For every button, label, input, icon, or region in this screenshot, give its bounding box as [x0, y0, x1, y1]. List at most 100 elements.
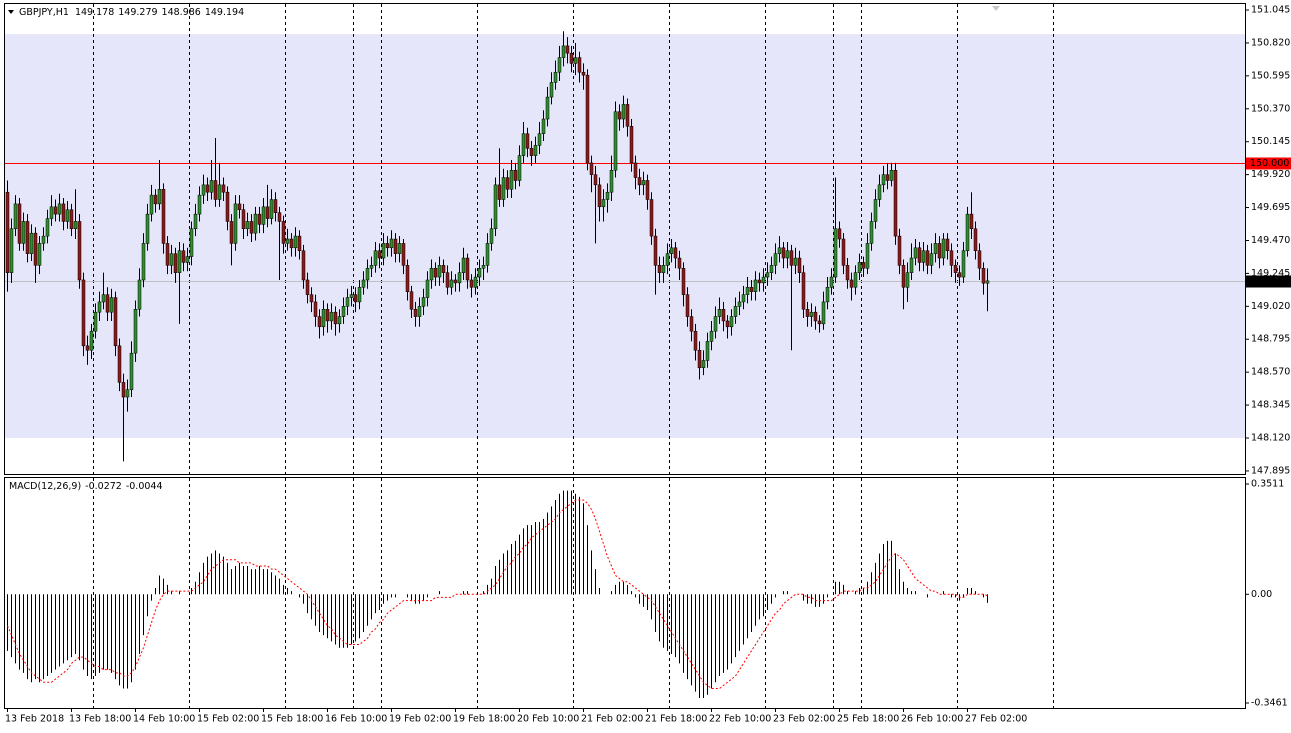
candle-body	[285, 238, 290, 244]
candle-body	[401, 243, 406, 266]
candle-body	[353, 294, 358, 303]
candle-body	[473, 276, 478, 288]
candle-body	[553, 71, 558, 83]
macd-last-main: -0.0272	[85, 481, 122, 492]
candle-body	[669, 247, 674, 254]
candle-body	[745, 287, 750, 295]
candle-body	[137, 279, 142, 310]
candle-body	[637, 177, 642, 186]
x-tick-label: 16 Feb 10:00	[325, 714, 387, 725]
candle-body	[625, 104, 630, 127]
candle-body	[33, 232, 38, 266]
menu-arrow	[8, 10, 14, 14]
candle-body	[621, 104, 626, 120]
candle-body	[761, 276, 766, 284]
candle-body	[21, 221, 26, 244]
candle-body	[689, 316, 694, 332]
candle-body	[557, 57, 562, 73]
candle-body	[797, 257, 802, 273]
candle-body	[585, 74, 590, 164]
candle-body	[945, 238, 950, 251]
signal-line	[7, 499, 988, 690]
last-high: 149.279	[118, 7, 157, 18]
candle-body	[897, 235, 902, 266]
candle-body	[801, 272, 806, 310]
last-close: 149.194	[205, 7, 244, 18]
macd-title: MACD(12,26,9)	[9, 481, 81, 492]
candle-body	[577, 57, 582, 73]
candle-body	[133, 308, 138, 354]
level-label-box	[1246, 157, 1291, 170]
x-tick-label: 19 Feb 02:00	[389, 714, 451, 725]
candle-body	[361, 279, 366, 288]
candle-body	[729, 316, 734, 328]
candle-body	[901, 265, 906, 288]
candle-body	[13, 203, 18, 230]
candle-body	[657, 265, 662, 273]
candle-body	[341, 306, 346, 317]
zone	[5, 34, 1245, 439]
candle-body	[209, 180, 214, 193]
candle-body	[813, 311, 818, 322]
candle-body	[957, 272, 962, 278]
candle-body	[53, 206, 58, 215]
candle-body	[981, 268, 986, 284]
candle-body	[501, 177, 506, 200]
candle-body	[245, 221, 250, 230]
candle-body	[257, 213, 262, 225]
x-tick-label: 22 Feb 10:00	[709, 714, 771, 725]
candle-body	[513, 169, 518, 181]
candle-body	[165, 243, 170, 266]
y-tick-label: 148.120	[1251, 433, 1290, 444]
candle-body	[369, 265, 374, 269]
candle-body	[281, 221, 286, 244]
candle-body	[329, 311, 334, 322]
candle-body	[201, 184, 206, 196]
candle-body	[857, 262, 862, 273]
candle-body	[517, 155, 522, 181]
candle-body	[421, 297, 426, 307]
candle-body	[681, 268, 686, 295]
candle-body	[849, 279, 854, 288]
candle-body	[29, 232, 34, 254]
candle-body	[765, 272, 770, 278]
candle-body	[853, 272, 858, 288]
candle-body	[749, 287, 754, 292]
candle-body	[757, 279, 762, 284]
candle-body	[769, 265, 774, 273]
x-tick-label: 23 Feb 02:00	[773, 714, 835, 725]
candle-body	[789, 250, 794, 266]
candle-body	[929, 253, 934, 266]
candle-body	[273, 199, 278, 213]
candle-body	[205, 184, 210, 193]
candle-body	[881, 174, 886, 186]
candle-body	[629, 126, 634, 164]
candle-body	[109, 297, 114, 313]
candle-body	[153, 194, 158, 205]
candle-body	[37, 243, 42, 266]
y-tick-label: -0.3461	[1251, 698, 1288, 709]
candle-body	[269, 199, 274, 219]
candle-body	[597, 184, 602, 208]
candle-body	[385, 243, 390, 249]
candle-body	[337, 316, 342, 325]
candle-body	[213, 180, 218, 200]
candle-body	[617, 111, 622, 120]
candle-body	[869, 221, 874, 244]
candle-body	[785, 250, 790, 259]
candle-body	[773, 253, 778, 266]
candle-body	[605, 191, 610, 200]
candle-body	[673, 247, 678, 259]
candle-body	[85, 345, 90, 351]
candle-body	[877, 184, 882, 200]
candle-body	[277, 212, 282, 222]
candle-body	[569, 52, 574, 64]
y-tick-label: 147.895	[1251, 465, 1290, 476]
candle-body	[833, 228, 838, 278]
y-tick-label: 149.920	[1251, 169, 1290, 180]
candle-body	[829, 276, 834, 288]
candle-body	[349, 294, 354, 298]
candle-body	[601, 199, 606, 208]
candle-body	[129, 352, 134, 390]
candle-body	[485, 243, 490, 266]
